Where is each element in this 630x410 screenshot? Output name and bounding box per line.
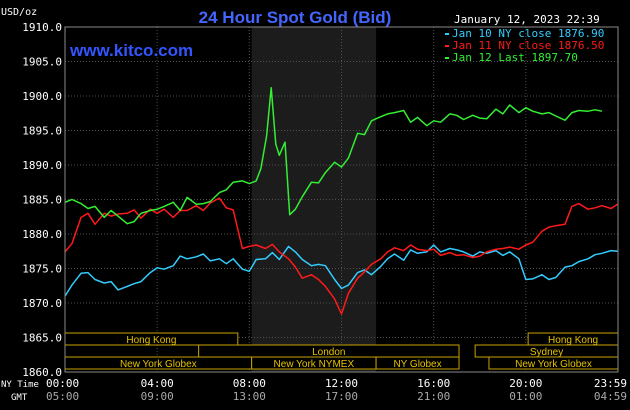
x-tick-label-gmt: 17:00 [325, 390, 358, 403]
x-tick-label-gmt: 05:00 [46, 390, 79, 403]
legend-entry: Jan 12 Last 1897.70 [452, 51, 578, 64]
legend-swatch [445, 33, 449, 35]
series-line-1 [64, 197, 618, 315]
session-label: New York Globex [120, 359, 197, 370]
site-watermark: www.kitco.com [69, 41, 193, 60]
y-tick-label: 1860.0 [22, 366, 62, 379]
session-bar [375, 356, 460, 370]
x-tick-label-gmt: 09:00 [141, 390, 174, 403]
y-tick-label: 1890.0 [22, 159, 62, 172]
series-layer [64, 86, 618, 315]
x-tick-label-ny: 20:00 [509, 377, 542, 390]
y-tick-label: 1880.0 [22, 228, 62, 241]
x-tick-label-ny: 12:00 [325, 377, 358, 390]
y-tick-label: 1870.0 [22, 297, 62, 310]
session-label: NY Globex [393, 359, 441, 370]
x-tick-label-gmt: 21:00 [417, 390, 450, 403]
chart-timestamp: January 12, 2023 22:39 [454, 13, 600, 26]
session-label: Hong Kong [548, 335, 598, 346]
highlight-window [251, 27, 377, 372]
legend-swatch [445, 45, 449, 47]
x-tick-label-ny: 04:00 [141, 377, 174, 390]
y-tick-label: 1865.0 [22, 332, 62, 345]
series-line-0 [64, 244, 618, 297]
session-label: New York NYMEX [274, 359, 355, 370]
y-axis-ticks: 1910.0 1905.0 1900.0 1895.0 1890.0 1885.0 1880… [22, 21, 62, 379]
series-line-2 [64, 86, 603, 225]
y-tick-label: 1875.0 [22, 263, 62, 276]
legend-entry: Jan 11 NY close 1876.50 [452, 39, 604, 52]
x-tick-label-gmt: 13:00 [233, 390, 266, 403]
session-label: Sydney [530, 347, 563, 358]
gmt-row-label: GMT [11, 393, 28, 403]
y-tick-label: 1895.0 [22, 125, 62, 138]
x-tick-label-ny: 00:00 [46, 377, 79, 390]
chart-title: 24 Hour Spot Gold (Bid) [199, 8, 392, 27]
y-tick-label: 1905.0 [22, 56, 62, 69]
session-label: Hong Kong [126, 335, 176, 346]
y-tick-label: 1900.0 [22, 90, 62, 103]
session-label: London [312, 347, 345, 358]
x-tick-label-gmt: 04:59 [594, 390, 627, 403]
session-label: New York Globex [515, 359, 592, 370]
legend-swatch [445, 57, 449, 59]
x-tick-label-ny: 08:00 [233, 377, 266, 390]
y-tick-label: 1885.0 [22, 194, 62, 207]
highlight-layer [251, 27, 377, 372]
legend-entry: Jan 10 NY close 1876.90 [452, 27, 604, 40]
ny-time-row-label: NY Time [1, 380, 39, 390]
y-tick-label: 1910.0 [22, 21, 62, 34]
x-tick-label-ny: 23:59 [594, 377, 627, 390]
x-tick-label-ny: 16:00 [417, 377, 450, 390]
x-tick-label-gmt: 01:00 [509, 390, 542, 403]
plot-frame [64, 26, 619, 373]
y-axis-label: USD/oz [1, 7, 37, 18]
